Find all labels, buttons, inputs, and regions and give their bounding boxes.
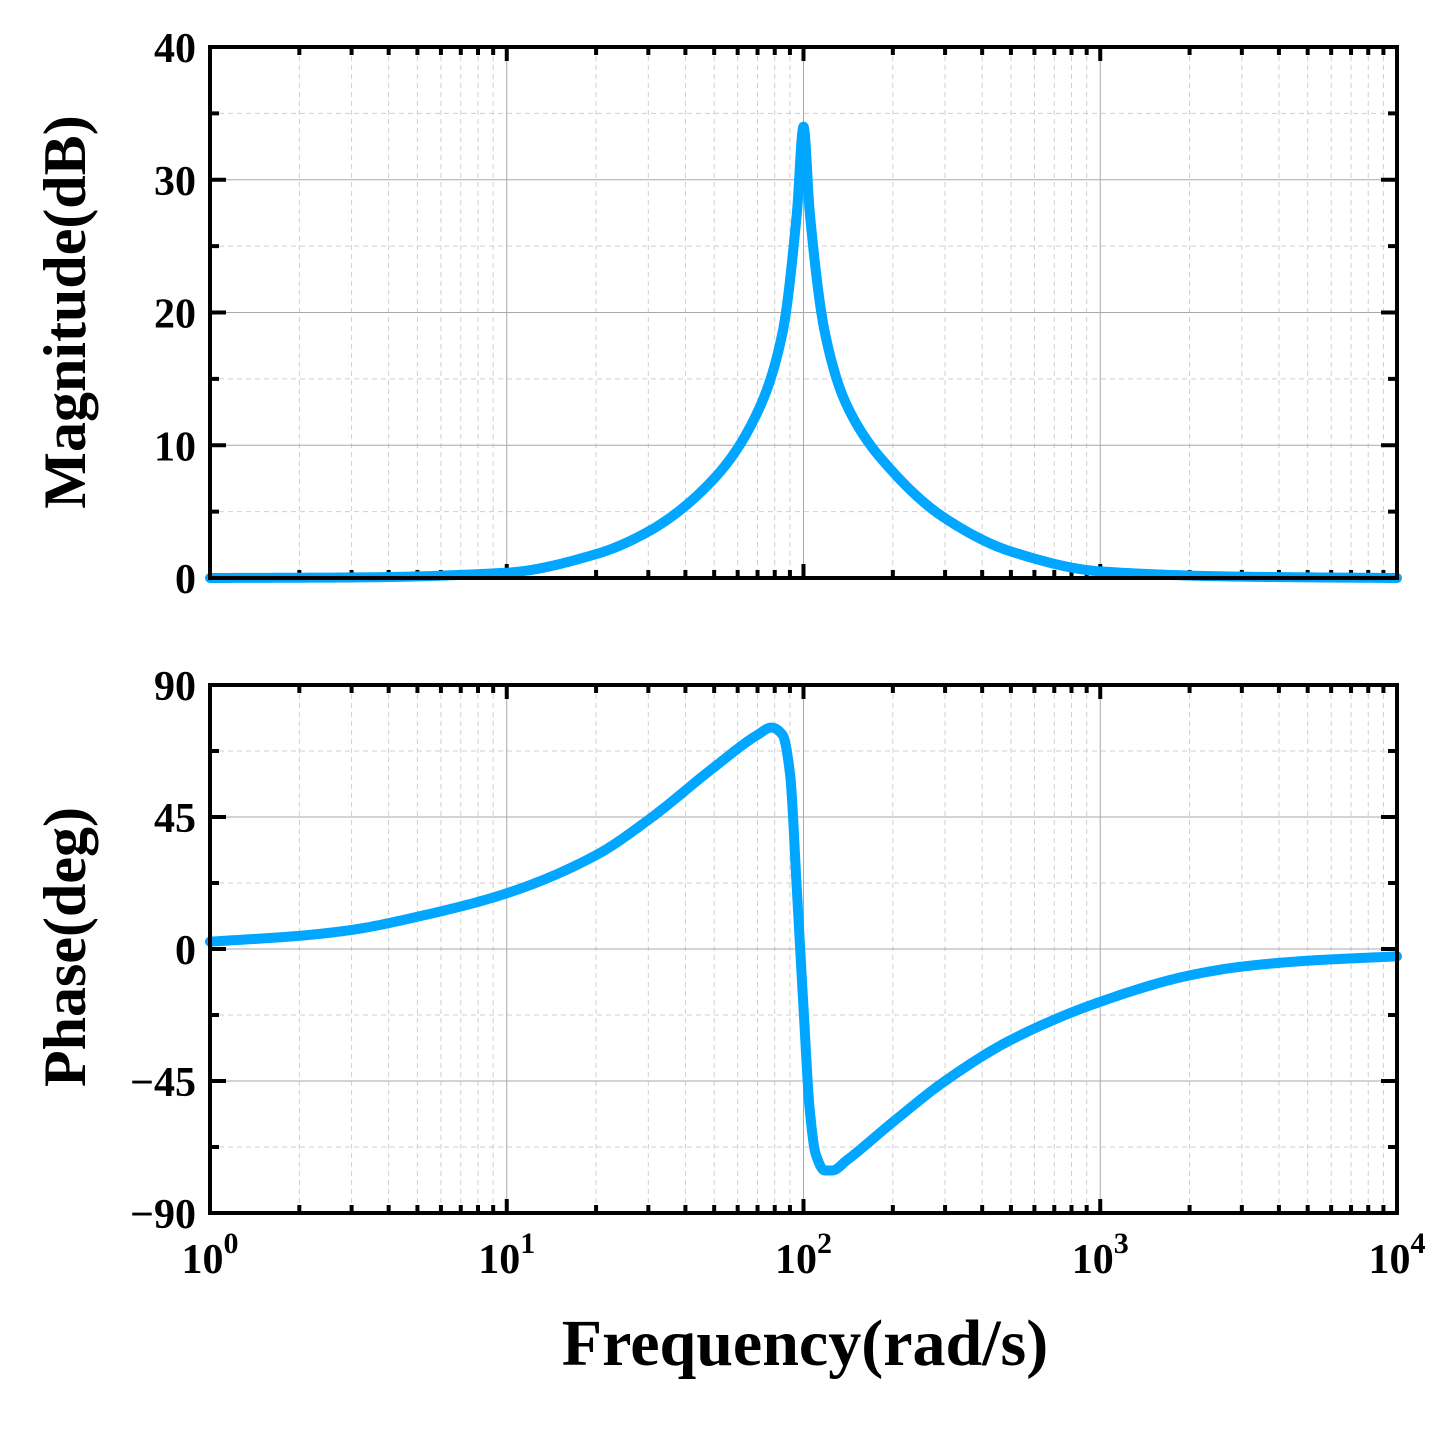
magnitude-ytick-label: 40 <box>154 26 196 72</box>
magnitude-ytick-label: 10 <box>154 424 196 470</box>
phase-curve <box>205 722 1402 1176</box>
magnitude-ytick-labels: 0 10 20 30 40 <box>154 26 196 603</box>
frequency-tick-exponent: 0 <box>224 1227 239 1260</box>
phase-ytick-label: 90 <box>154 664 196 710</box>
magnitude-ytick-label: 0 <box>175 557 196 603</box>
frequency-tick-base: 10 <box>1072 1237 1114 1283</box>
magnitude-ytick-label: 30 <box>154 159 196 205</box>
magnitude-curve <box>205 121 1402 583</box>
phase-frame <box>208 683 1399 1215</box>
frequency-tick-base: 10 <box>775 1237 817 1283</box>
magnitude-panel: 0 10 20 30 40 Magnitude(dB) <box>32 26 1402 603</box>
frequency-tick-exponent: 2 <box>817 1227 832 1260</box>
frequency-tick-label: 101 <box>478 1227 535 1283</box>
frequency-tick-label: 104 <box>1369 1227 1426 1283</box>
frequency-tick-label: 100 <box>182 1227 239 1283</box>
phase-ytick-label: 0 <box>175 928 196 974</box>
frequency-tick-base: 10 <box>1369 1237 1411 1283</box>
frequency-tick-base: 10 <box>182 1237 224 1283</box>
frequency-tick-label: 102 <box>775 1227 832 1283</box>
frequency-tick-base: 10 <box>478 1237 520 1283</box>
phase-ytick-label: −90 <box>130 1192 196 1238</box>
magnitude-frame <box>208 45 1399 580</box>
frequency-tick-labels: 100 101 102 103 104 <box>182 1227 1426 1283</box>
phase-ytick-label: −45 <box>130 1060 196 1106</box>
magnitude-ytick-label: 20 <box>154 292 196 338</box>
frequency-tick-exponent: 4 <box>1411 1227 1426 1260</box>
frequency-tick-label: 103 <box>1072 1227 1129 1283</box>
frequency-axis-title: Frequency(rad/s) <box>562 1307 1048 1380</box>
frequency-tick-exponent: 1 <box>520 1227 535 1260</box>
phase-ytick-label: 45 <box>154 796 196 842</box>
frequency-tick-exponent: 3 <box>1114 1227 1129 1260</box>
phase-ytick-labels: −90 −45 0 45 90 <box>130 664 196 1238</box>
phase-axis-title: Phase(deg) <box>32 807 98 1087</box>
magnitude-axis-title: Magnitude(dB) <box>32 115 98 508</box>
